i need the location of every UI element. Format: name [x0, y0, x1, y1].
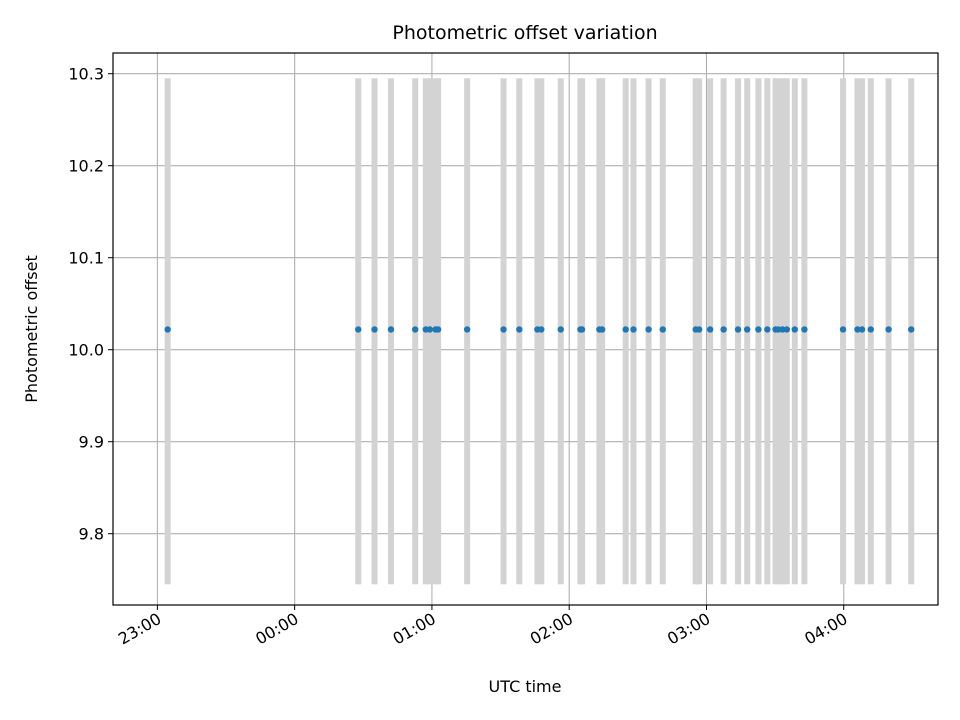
y-tick-label: 10.1: [68, 249, 104, 268]
x-tick-label: 03:00: [664, 609, 713, 649]
x-tick-label: 04:00: [801, 609, 850, 649]
data-point: [578, 326, 586, 333]
data-point: [659, 326, 666, 333]
grid: [113, 53, 938, 605]
x-axis: 23:00 00:00 01:00 02:00 03:00 04:00: [115, 605, 851, 649]
data-point: [371, 326, 378, 333]
y-axis: 9.8 9.9 10.0 10.1 10.2 10.3: [68, 65, 113, 544]
data-point: [854, 326, 861, 333]
data-point: [500, 326, 507, 333]
data-point: [645, 326, 652, 333]
data-point: [908, 326, 915, 333]
data-point: [839, 326, 847, 333]
data-point: [801, 326, 808, 333]
data-point: [858, 326, 866, 333]
data-point: [734, 326, 742, 333]
plot-frame: [112, 52, 939, 606]
y-tick-label: 9.9: [79, 433, 104, 452]
data-point: [885, 326, 892, 333]
data-point: [622, 326, 629, 333]
data-point: [463, 326, 471, 333]
x-axis-title: UTC time: [489, 677, 562, 696]
y-tick-label: 9.8: [79, 525, 104, 544]
data-point: [426, 326, 434, 333]
y-tick-label: 10.2: [68, 157, 104, 176]
data-point: [764, 326, 771, 333]
data-point: [434, 326, 442, 333]
y-axis-title: Photometric offset: [22, 255, 41, 403]
x-tick-label: 23:00: [115, 609, 164, 649]
y-tick-label: 10.0: [68, 341, 104, 360]
data-point: [706, 326, 714, 333]
x-tick-label: 00:00: [252, 609, 301, 649]
data-point: [630, 326, 637, 333]
data-point: [720, 326, 727, 333]
y-tick-label: 10.3: [68, 65, 104, 84]
chart-title: Photometric offset variation: [392, 22, 657, 44]
data-point: [598, 326, 606, 333]
data-point: [164, 326, 171, 333]
data-point: [355, 326, 362, 333]
data-point: [516, 326, 523, 333]
data-point: [538, 326, 545, 333]
x-tick-label: 02:00: [527, 609, 576, 649]
data-point: [783, 326, 790, 333]
data-point: [743, 326, 751, 333]
data-point: [867, 326, 874, 333]
data-point: [755, 326, 762, 333]
point-series: [164, 326, 915, 333]
data-point: [791, 326, 798, 333]
data-point: [557, 326, 564, 333]
data-point: [412, 326, 419, 333]
data-point: [387, 326, 395, 333]
x-tick-label: 01:00: [389, 609, 438, 649]
data-point: [695, 326, 703, 333]
